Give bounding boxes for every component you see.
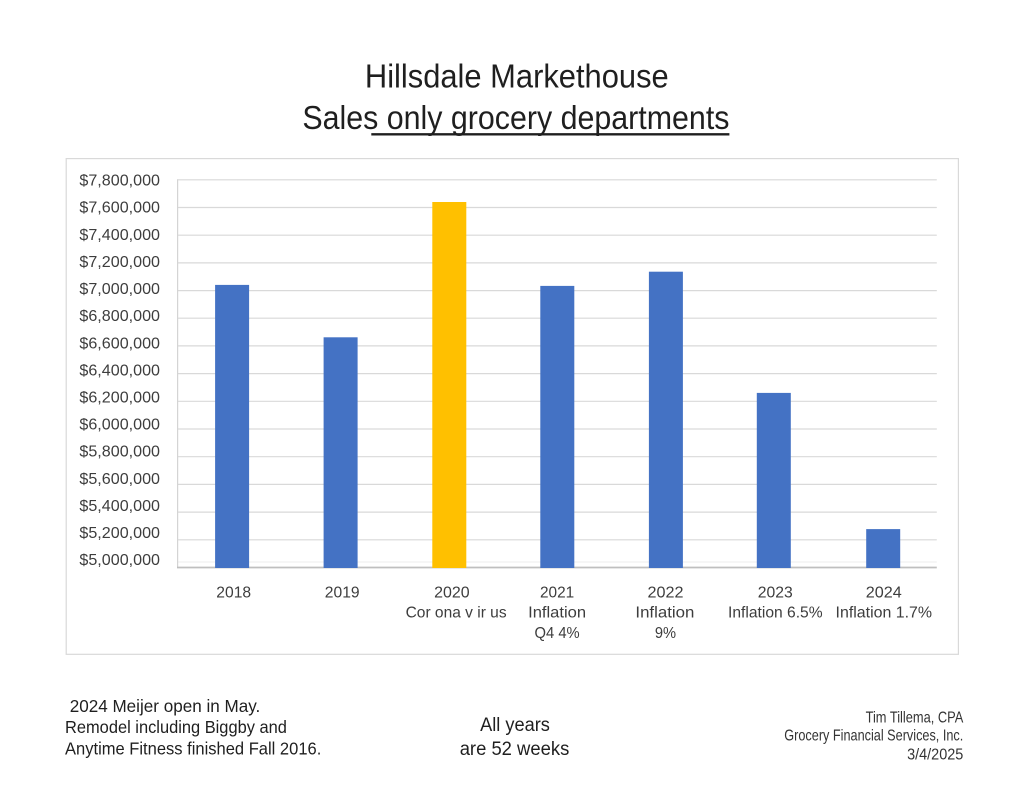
svg-text:$5,400,000: $5,400,000 bbox=[79, 498, 160, 515]
svg-text:$5,600,000: $5,600,000 bbox=[79, 471, 160, 488]
svg-text:Tim Tillema, CPA: Tim Tillema, CPA bbox=[866, 710, 964, 727]
svg-text:2024: 2024 bbox=[866, 584, 902, 601]
svg-text:Inflation: Inflation bbox=[528, 605, 586, 622]
svg-text:Inflation 1.7%: Inflation 1.7% bbox=[836, 605, 933, 622]
svg-text:$7,200,000: $7,200,000 bbox=[79, 254, 160, 271]
svg-text:Inflation 6.5%: Inflation 6.5% bbox=[728, 605, 823, 622]
svg-text:$6,400,000: $6,400,000 bbox=[79, 362, 160, 379]
svg-text:2018: 2018 bbox=[216, 584, 251, 601]
svg-text:2023: 2023 bbox=[758, 584, 793, 601]
svg-text:2022: 2022 bbox=[648, 584, 684, 601]
svg-text:$5,800,000: $5,800,000 bbox=[79, 444, 160, 461]
svg-text:$5,200,000: $5,200,000 bbox=[79, 525, 160, 542]
svg-text:$7,400,000: $7,400,000 bbox=[79, 227, 160, 244]
svg-text:All years: All years bbox=[480, 715, 550, 736]
svg-text:$6,600,000: $6,600,000 bbox=[79, 335, 160, 352]
svg-text:Hillsdale Markethouse: Hillsdale Markethouse bbox=[365, 58, 669, 95]
svg-text:Inflation: Inflation bbox=[635, 605, 694, 622]
svg-text:2024 Meijer open in May.: 2024 Meijer open in May. bbox=[70, 696, 261, 716]
svg-text:$7,000,000: $7,000,000 bbox=[79, 281, 160, 298]
svg-text:3/4/2025: 3/4/2025 bbox=[907, 747, 963, 764]
svg-text:Anytime Fitness finished Fall: Anytime Fitness finished Fall 2016. bbox=[65, 738, 321, 758]
svg-text:Cor ona v ir us: Cor ona v ir us bbox=[406, 605, 507, 622]
svg-text:Grocery Financial Services, In: Grocery Financial Services, Inc. bbox=[784, 727, 963, 744]
svg-text:$6,000,000: $6,000,000 bbox=[79, 417, 160, 434]
svg-text:2020: 2020 bbox=[434, 584, 470, 601]
svg-text:2019: 2019 bbox=[325, 584, 360, 601]
svg-text:$5,000,000: $5,000,000 bbox=[79, 552, 160, 569]
svg-text:2021: 2021 bbox=[540, 584, 574, 601]
svg-text:$7,600,000: $7,600,000 bbox=[79, 200, 160, 217]
svg-text:9%: 9% bbox=[655, 625, 676, 642]
svg-text:$6,800,000: $6,800,000 bbox=[79, 308, 160, 325]
svg-text:$6,200,000: $6,200,000 bbox=[79, 390, 160, 407]
svg-text:Q4 4%: Q4 4% bbox=[535, 625, 580, 642]
svg-text:Sales only grocery departments: Sales only grocery departments bbox=[302, 99, 729, 136]
svg-text:are 52 weeks: are 52 weeks bbox=[460, 739, 570, 760]
svg-text:$7,800,000: $7,800,000 bbox=[79, 173, 160, 190]
svg-text:Remodel including Biggby and: Remodel including Biggby and bbox=[65, 717, 287, 737]
